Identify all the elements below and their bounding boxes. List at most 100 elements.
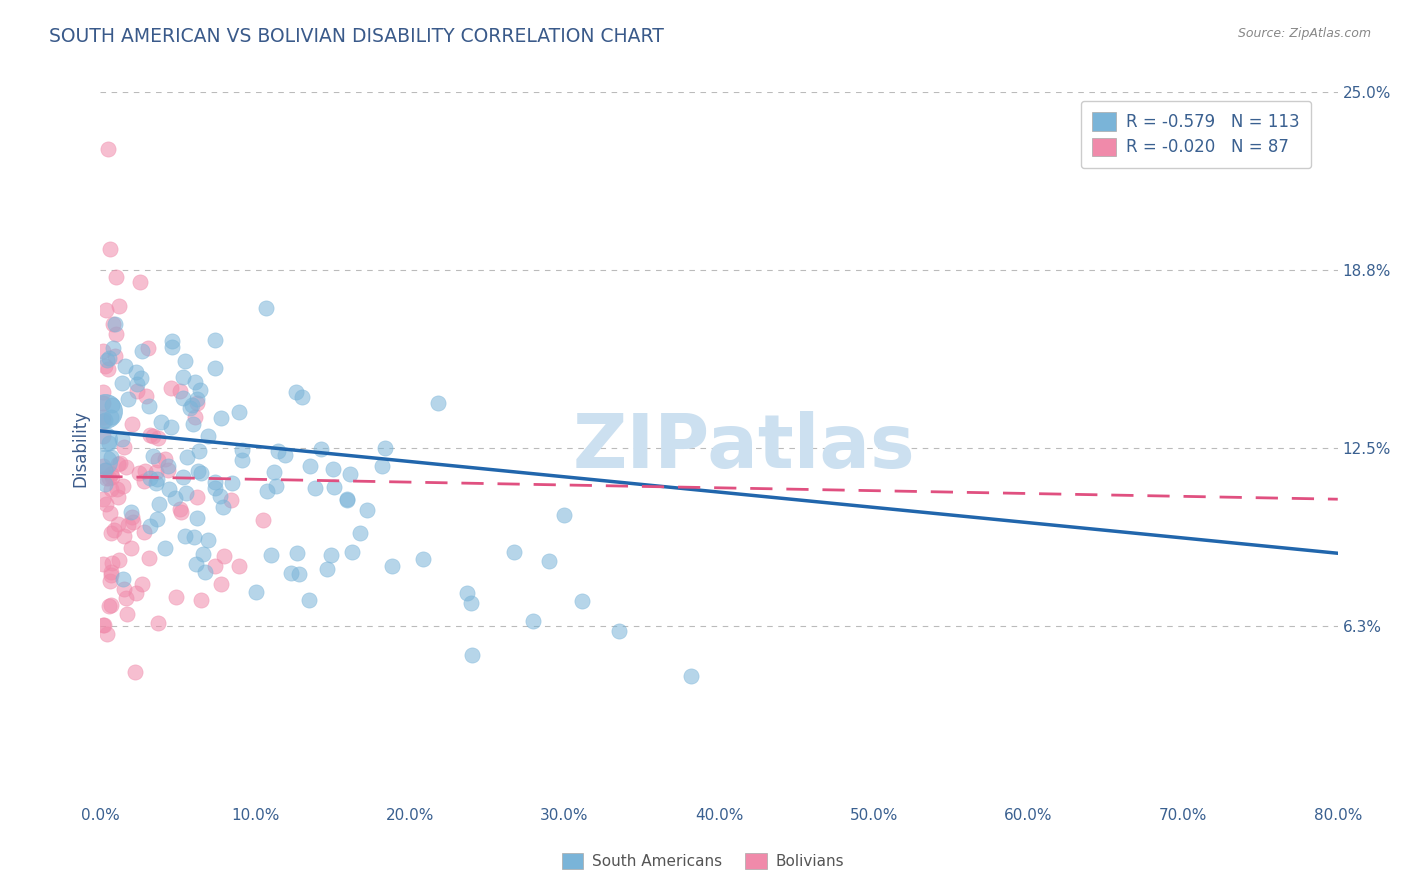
Point	[93, 492, 115, 507]
Point	[148, 453, 170, 467]
Point	[146, 431, 169, 445]
Point	[209, 411, 232, 425]
Point	[120, 505, 142, 519]
Point	[134, 474, 156, 488]
Point	[183, 417, 205, 431]
Point	[98, 242, 121, 256]
Point	[117, 517, 139, 532]
Point	[194, 565, 217, 579]
Point	[412, 551, 434, 566]
Point	[188, 444, 211, 458]
Point	[231, 453, 253, 467]
Point	[371, 458, 394, 473]
Point	[112, 582, 135, 596]
Point	[153, 451, 176, 466]
Point	[98, 574, 121, 588]
Point	[146, 616, 169, 631]
Point	[97, 471, 120, 485]
Point	[204, 361, 226, 376]
Point	[107, 490, 129, 504]
Point	[204, 475, 226, 489]
Point	[104, 270, 127, 285]
Point	[104, 317, 127, 331]
Point	[127, 376, 149, 391]
Point	[112, 529, 135, 543]
Point	[184, 376, 207, 390]
Point	[100, 450, 122, 464]
Text: ZIPatlas: ZIPatlas	[572, 411, 915, 484]
Point	[427, 395, 450, 409]
Point	[112, 572, 135, 586]
Point	[322, 462, 344, 476]
Point	[134, 463, 156, 477]
Point	[100, 409, 122, 424]
Point	[104, 349, 127, 363]
Point	[108, 299, 131, 313]
Point	[115, 607, 138, 622]
Point	[115, 591, 138, 605]
Point	[139, 428, 162, 442]
Point	[96, 626, 118, 640]
Point	[100, 598, 122, 612]
Point	[122, 516, 145, 530]
Point	[114, 359, 136, 373]
Point	[107, 553, 129, 567]
Point	[101, 398, 124, 412]
Point	[181, 398, 204, 412]
Point	[105, 482, 128, 496]
Point	[284, 384, 307, 399]
Point	[93, 414, 115, 428]
Point	[311, 442, 333, 456]
Point	[291, 390, 314, 404]
Point	[121, 417, 143, 431]
Point	[374, 441, 396, 455]
Point	[107, 516, 129, 531]
Point	[125, 384, 148, 398]
Point	[138, 399, 160, 413]
Point	[254, 301, 277, 315]
Point	[245, 585, 267, 599]
Point	[204, 481, 226, 495]
Point	[96, 497, 118, 511]
Point	[101, 318, 124, 332]
Point	[349, 525, 371, 540]
Point	[186, 490, 208, 504]
Point	[98, 435, 121, 450]
Point	[553, 508, 575, 522]
Point	[100, 467, 122, 482]
Point	[342, 545, 364, 559]
Point	[139, 471, 162, 485]
Point	[160, 381, 183, 395]
Point	[135, 389, 157, 403]
Point	[94, 412, 117, 426]
Point	[204, 333, 226, 347]
Point	[94, 404, 117, 418]
Point	[461, 648, 484, 662]
Point	[107, 457, 129, 471]
Point	[157, 482, 180, 496]
Point	[125, 586, 148, 600]
Point	[134, 525, 156, 540]
Point	[159, 420, 181, 434]
Point	[173, 354, 195, 368]
Point	[94, 303, 117, 318]
Point	[190, 467, 212, 481]
Point	[186, 392, 208, 407]
Point	[260, 549, 283, 563]
Point	[156, 463, 179, 477]
Point	[93, 617, 115, 632]
Point	[186, 511, 208, 525]
Point	[356, 503, 378, 517]
Point	[93, 459, 115, 474]
Point	[100, 568, 122, 582]
Point	[148, 497, 170, 511]
Point	[100, 526, 122, 541]
Point	[138, 551, 160, 566]
Point	[315, 562, 337, 576]
Point	[169, 502, 191, 516]
Point	[142, 449, 165, 463]
Point	[170, 505, 193, 519]
Point	[117, 392, 139, 406]
Point	[607, 624, 630, 638]
Point	[288, 566, 311, 581]
